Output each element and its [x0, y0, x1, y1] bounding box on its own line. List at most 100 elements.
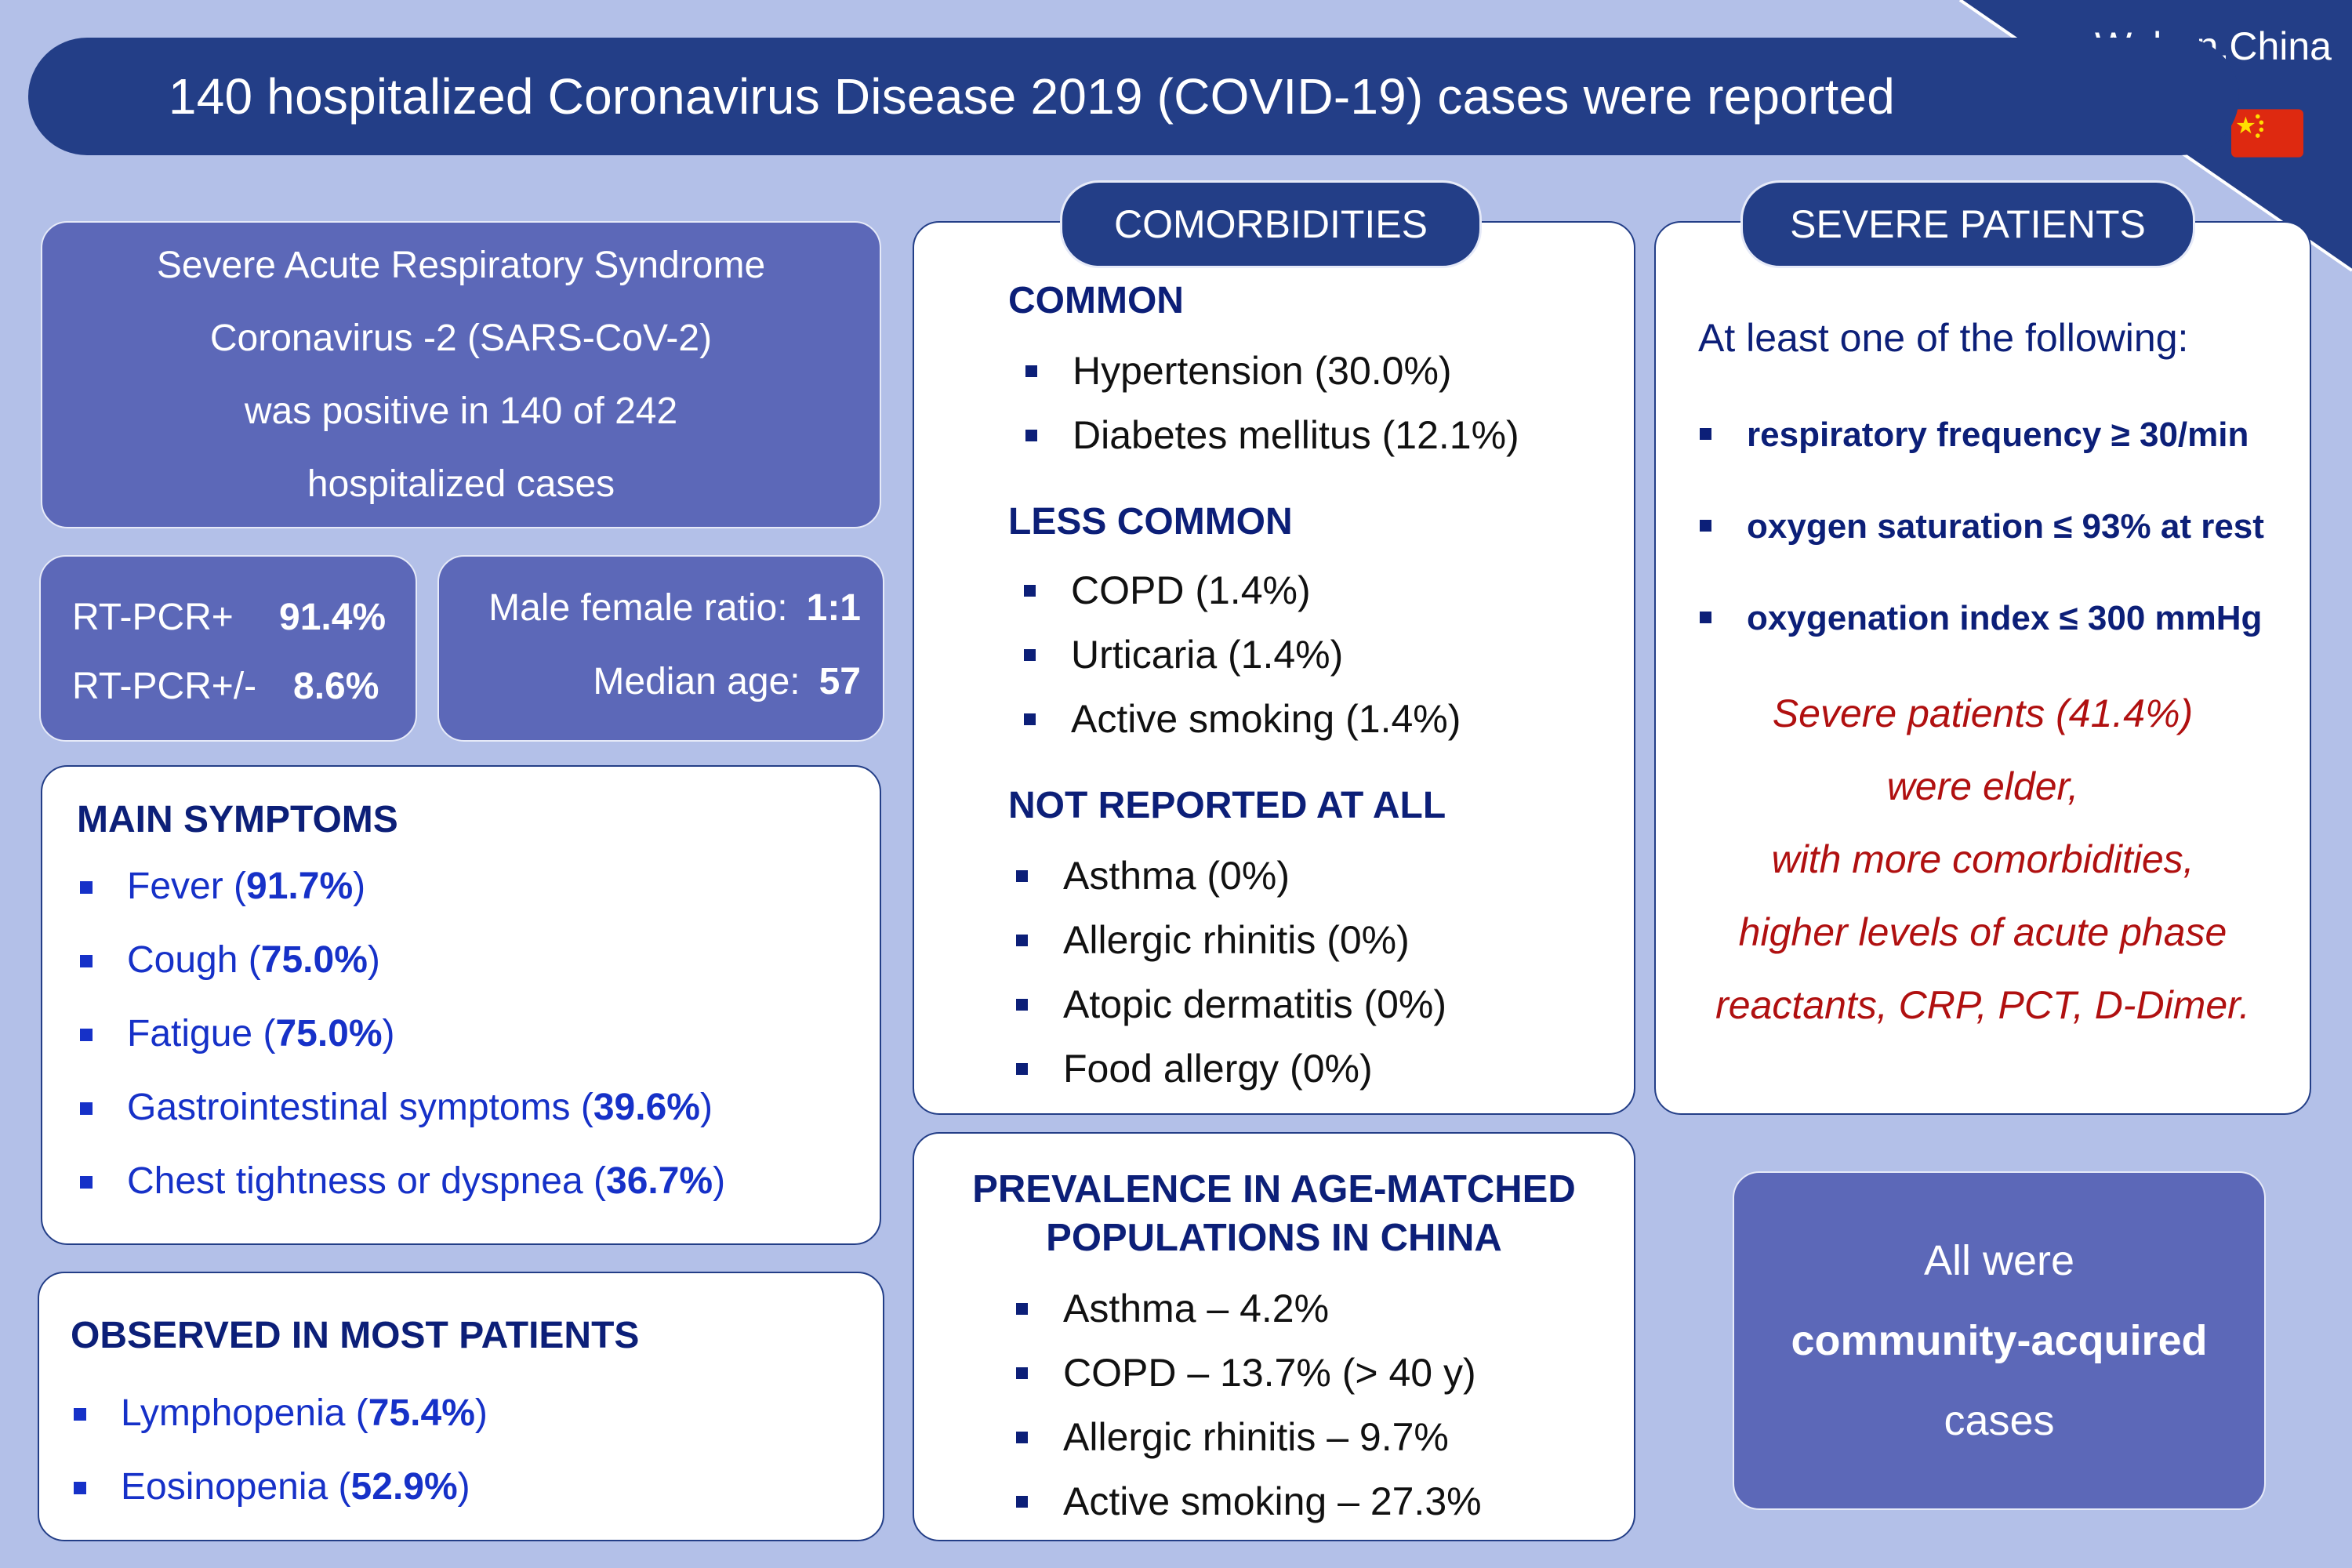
rt-pcr-positive-label: RT-PCR+: [72, 597, 234, 638]
sex-ratio-label: Male female ratio:: [488, 587, 788, 629]
sex-ratio-row: Male female ratio: 1:1: [488, 586, 861, 630]
prevalence-text: Asthma – 4.2%: [1063, 1287, 1330, 1330]
median-age-label: Median age:: [593, 661, 800, 702]
main-symptoms-panel: MAIN SYMPTOMS Fever (91.7%) Cough (75.0%…: [41, 765, 881, 1245]
sars-cov-2-panel: Severe Acute Respiratory Syndrome Corona…: [41, 221, 881, 528]
rt-pcr-equivocal-label: RT-PCR+/-: [72, 666, 257, 707]
list-item: Atopic dermatitis (0%): [1016, 972, 1446, 1036]
main-symptoms-heading: MAIN SYMPTOMS: [77, 799, 398, 840]
symptom-name: Chest tightness or dyspnea: [127, 1160, 583, 1202]
bullet-icon: [1016, 1367, 1028, 1379]
severe-note-line: reactants, CRP, PCT, D-Dimer.: [1715, 983, 2250, 1027]
community-line: All were: [1923, 1237, 2075, 1284]
comorbidity-text: Atopic dermatitis (0%): [1063, 982, 1447, 1026]
prevalence-text: Allergic rhinitis – 9.7%: [1063, 1415, 1449, 1459]
finding-percent: 75.4%: [368, 1392, 475, 1434]
comorbidity-text: Hypertension (30.0%): [1073, 349, 1452, 393]
comorbidity-text: Food allergy (0%): [1063, 1047, 1373, 1091]
prevalence-title: PREVALENCE IN AGE-MATCHED POPULATIONS IN…: [914, 1165, 1634, 1262]
sars-line: Coronavirus -2 (SARS-CoV-2): [209, 318, 713, 359]
bullet-icon: [1016, 1063, 1028, 1075]
community-line: community-acquired: [1791, 1317, 2208, 1364]
bullet-icon: [1016, 935, 1028, 946]
comorbidity-text: COPD (1.4%): [1071, 568, 1311, 612]
symptom-percent: 39.6%: [593, 1087, 700, 1128]
bullet-icon: [1025, 365, 1037, 377]
bullet-icon: [80, 1176, 93, 1189]
symptom-name: Fatigue: [127, 1013, 253, 1054]
symptom-percent: 91.7%: [246, 866, 354, 907]
bullet-icon: [74, 1482, 86, 1494]
list-item: oxygenation index ≤ 300 mmHg: [1700, 572, 2264, 664]
severe-note-line: higher levels of acute phase: [1738, 910, 2227, 954]
sars-line: Severe Acute Respiratory Syndrome: [156, 245, 766, 286]
list-item: Cough (75.0%): [80, 924, 725, 997]
list-item: Urticaria (1.4%): [1024, 622, 1461, 687]
list-item: Active smoking (1.4%): [1024, 687, 1461, 751]
list-item: Hypertension (30.0%): [1025, 339, 1519, 403]
china-flag-icon: [2231, 109, 2303, 158]
community-acquired-panel: All were community-acquired cases: [1733, 1171, 2266, 1510]
prevalence-text: COPD – 13.7% (> 40 y): [1063, 1351, 1476, 1395]
list-item: Chest tightness or dyspnea (36.7%): [80, 1145, 725, 1218]
list-item: Food allergy (0%): [1016, 1036, 1446, 1101]
list-item: Active smoking – 27.3%: [1016, 1469, 1482, 1534]
list-item: Diabetes mellitus (12.1%): [1025, 403, 1519, 467]
demographics-panel: Male female ratio: 1:1 Median age: 57: [437, 555, 884, 742]
prevalence-panel: PREVALENCE IN AGE-MATCHED POPULATIONS IN…: [913, 1132, 1635, 1541]
bullet-icon: [80, 1102, 93, 1115]
bullet-icon: [1024, 585, 1036, 597]
severe-note-line: were elder,: [1886, 764, 2079, 808]
title-banner: 140 hospitalized Coronavirus Disease 201…: [28, 38, 2239, 155]
comorbidity-text: Active smoking (1.4%): [1071, 697, 1461, 741]
list-item: Asthma – 4.2%: [1016, 1276, 1482, 1341]
list-item: Eosinopenia (52.9%): [74, 1450, 488, 1524]
not-reported-heading: NOT REPORTED AT ALL: [1008, 785, 1446, 826]
page-title: 140 hospitalized Coronavirus Disease 201…: [168, 68, 1896, 125]
symptom-percent: 36.7%: [606, 1160, 713, 1202]
bullet-icon: [1016, 870, 1028, 882]
severe-criteria-list: respiratory frequency ≥ 30/min oxygen sa…: [1700, 389, 2264, 664]
bullet-icon: [1016, 1303, 1028, 1315]
common-list: Hypertension (30.0%) Diabetes mellitus (…: [1025, 339, 1519, 467]
comorbidity-text: Urticaria (1.4%): [1071, 633, 1344, 677]
median-age-value: 57: [818, 661, 861, 702]
severe-note-line: Severe patients (41.4%): [1772, 691, 2194, 735]
symptom-name: Fever: [127, 866, 223, 907]
list-item: Fatigue (75.0%): [80, 997, 725, 1071]
list-item: Gastrointestinal symptoms (39.6%): [80, 1071, 725, 1145]
criterion-text: oxygenation index ≤ 300 mmHg: [1747, 599, 2263, 637]
finding-percent: 52.9%: [350, 1466, 458, 1508]
severe-patients-pill: SEVERE PATIENTS: [1740, 180, 2195, 268]
symptom-name: Gastrointestinal symptoms: [127, 1087, 571, 1128]
list-item: Lymphopenia (75.4%): [74, 1377, 488, 1450]
bullet-icon: [1700, 520, 1711, 532]
less-common-list: COPD (1.4%) Urticaria (1.4%) Active smok…: [1024, 558, 1461, 751]
common-heading: COMMON: [1008, 280, 1184, 321]
symptom-list: Fever (91.7%) Cough (75.0%) Fatigue (75.…: [80, 850, 725, 1218]
bullet-icon: [1700, 428, 1711, 440]
bullet-icon: [80, 1029, 93, 1041]
rt-pcr-panel: RT-PCR+ 91.4% RT-PCR+/- 8.6%: [39, 555, 417, 742]
finding-name: Eosinopenia: [121, 1466, 328, 1508]
criterion-text: respiratory frequency ≥ 30/min: [1747, 416, 2249, 454]
rt-pcr-positive-value: 91.4%: [279, 597, 387, 638]
bullet-icon: [80, 955, 93, 967]
less-common-heading: LESS COMMON: [1008, 501, 1293, 543]
bullet-icon: [1016, 1432, 1028, 1443]
list-item: Allergic rhinitis (0%): [1016, 908, 1446, 972]
prevalence-title-line: POPULATIONS IN CHINA: [1046, 1217, 1502, 1259]
sex-ratio-value: 1:1: [806, 587, 861, 629]
prevalence-list: Asthma – 4.2% COPD – 13.7% (> 40 y) Alle…: [1016, 1276, 1482, 1534]
comorbidity-text: Allergic rhinitis (0%): [1063, 918, 1410, 962]
comorbidity-text: Diabetes mellitus (12.1%): [1073, 413, 1519, 457]
list-item: COPD – 13.7% (> 40 y): [1016, 1341, 1482, 1405]
bullet-icon: [1024, 649, 1036, 661]
comorbidities-panel: COMMON Hypertension (30.0%) Diabetes mel…: [913, 221, 1635, 1115]
sars-line: was positive in 140 of 242: [244, 390, 678, 432]
severe-note: Severe patients (41.4%) were elder, with…: [1656, 677, 2310, 1042]
comorbidity-text: Asthma (0%): [1063, 854, 1290, 898]
list-item: COPD (1.4%): [1024, 558, 1461, 622]
bullet-icon: [1016, 1496, 1028, 1508]
symptom-percent: 75.0%: [260, 939, 368, 981]
